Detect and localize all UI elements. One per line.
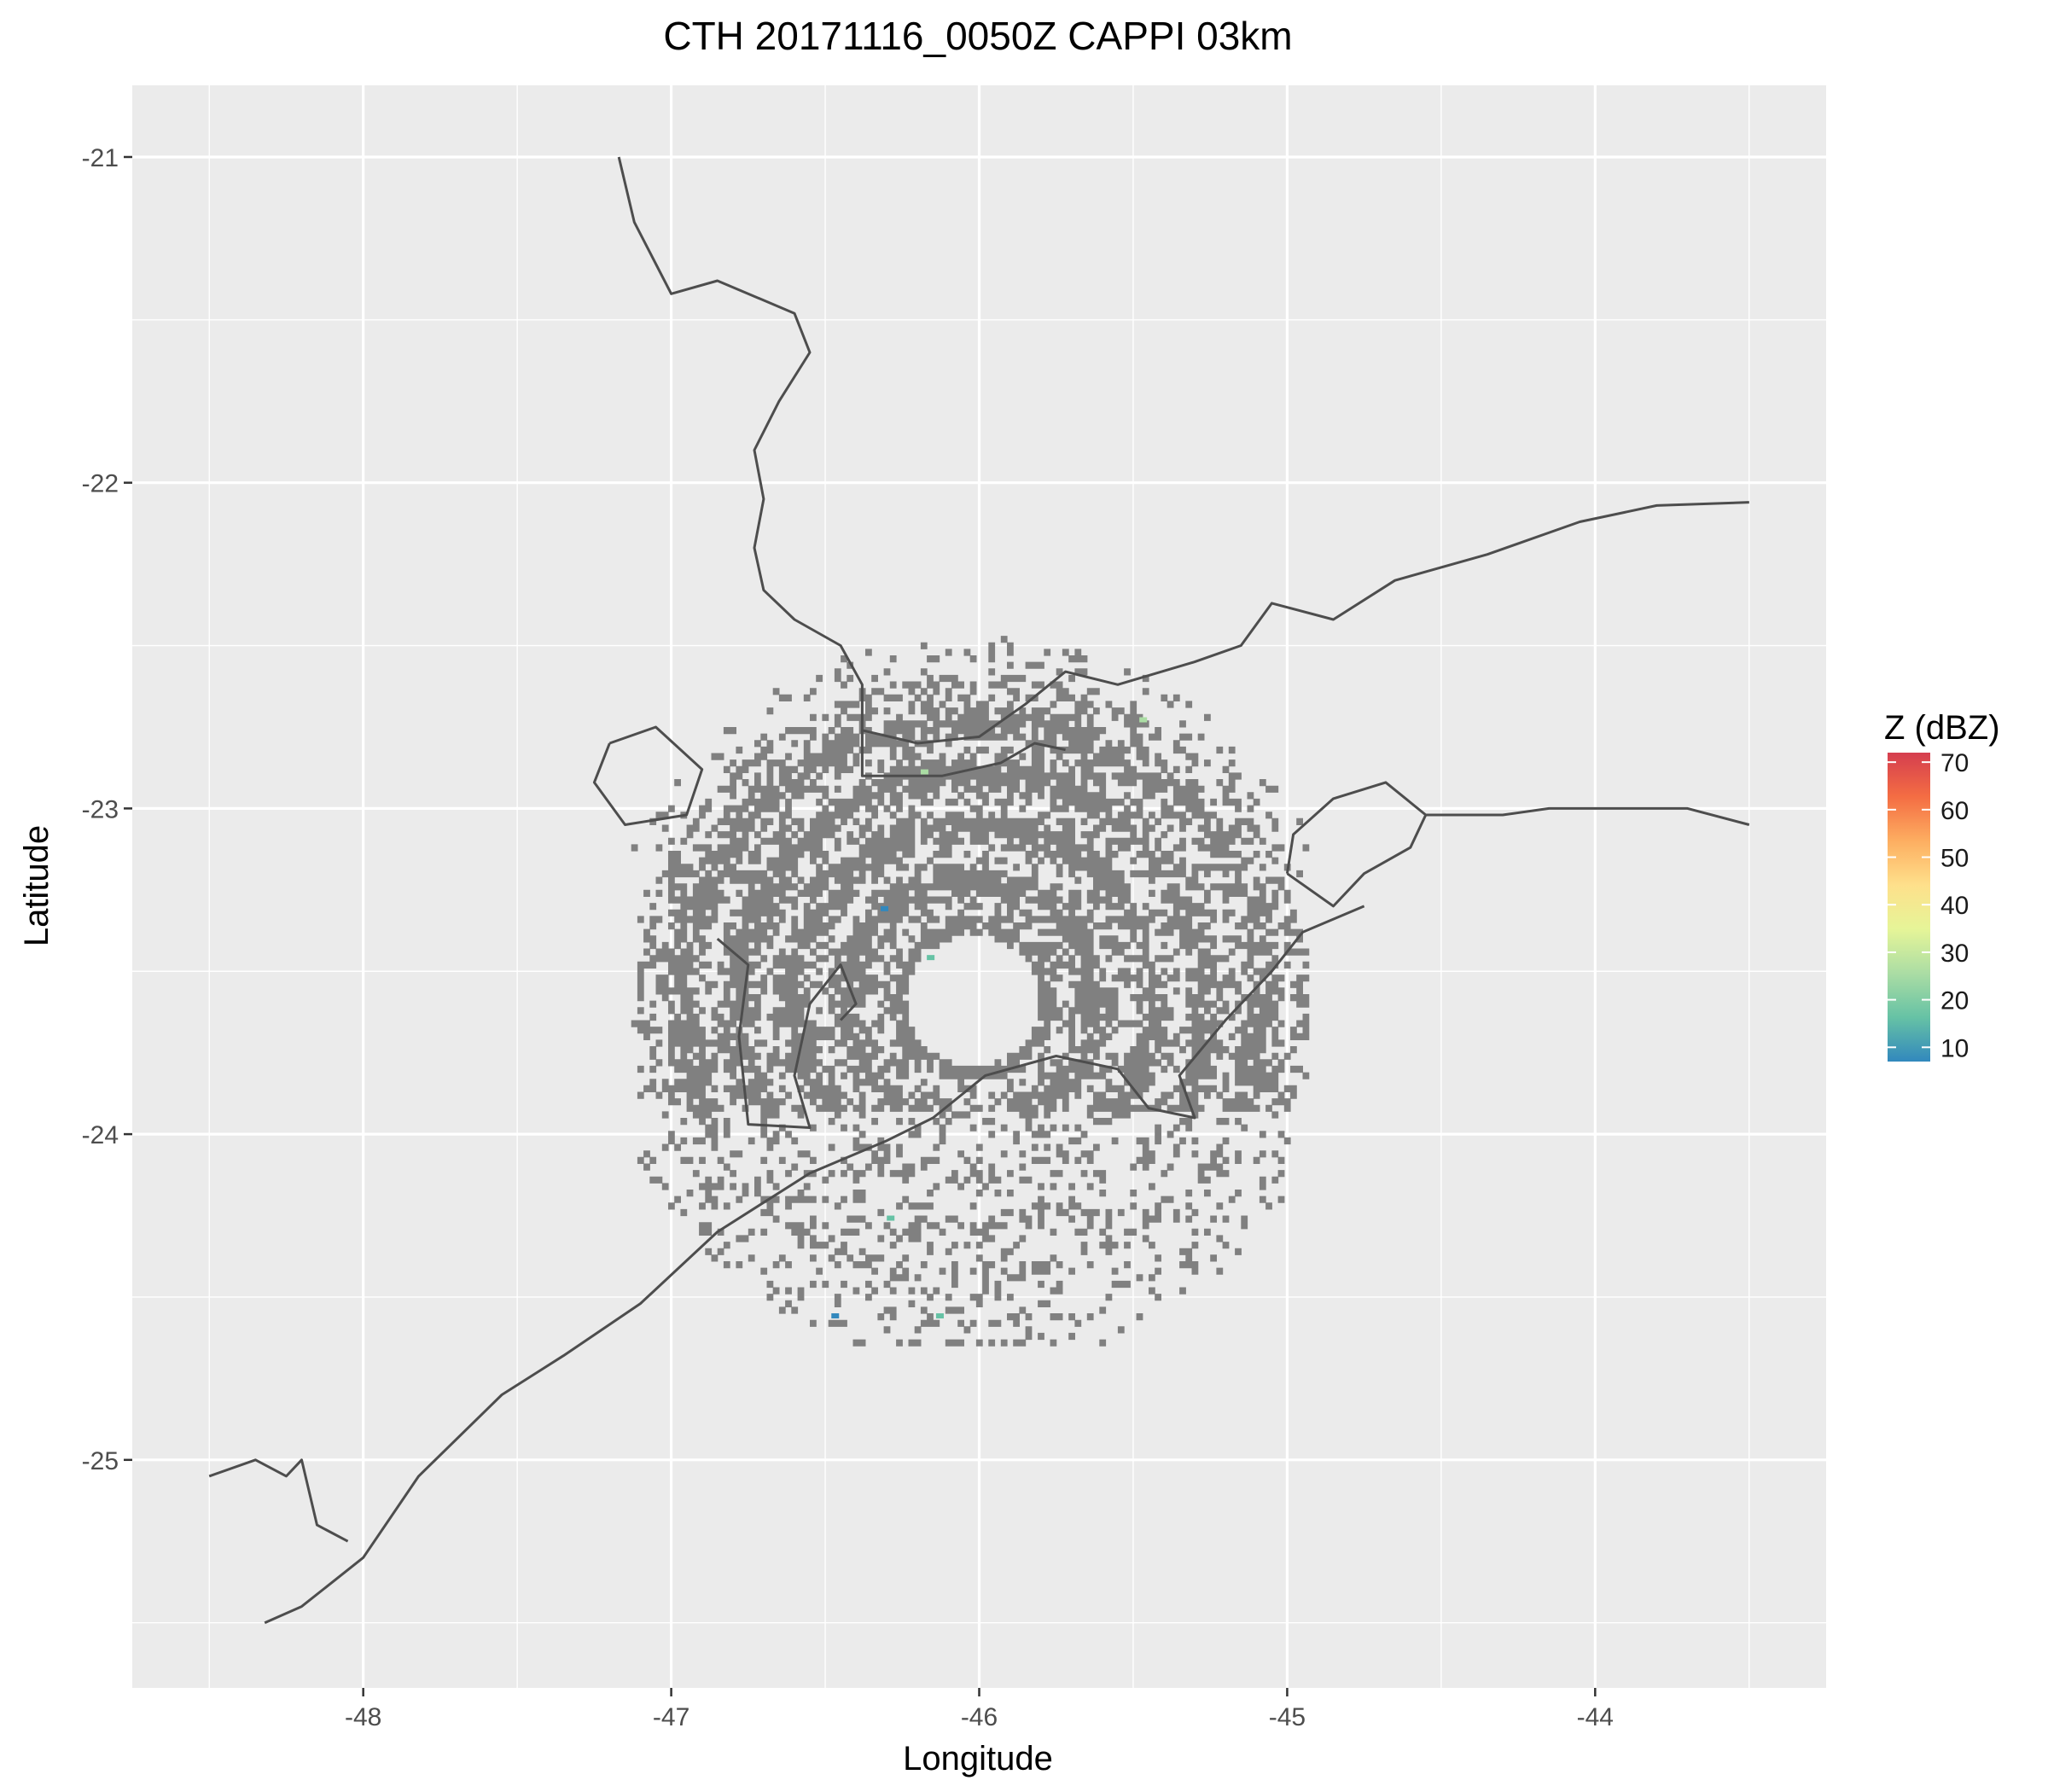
boundary-line — [592, 725, 704, 826]
y-tick-label: -24 — [82, 1121, 119, 1149]
echo-colored-pixel — [887, 1215, 895, 1221]
x-tick-label: -44 — [1577, 1703, 1614, 1731]
legend-label: 50 — [1940, 845, 1969, 873]
x-axis-title: Longitude — [903, 1740, 1053, 1777]
boundary-line — [1425, 806, 1750, 826]
echo-colored-pixel — [920, 769, 928, 775]
x-tick-label: -45 — [1269, 1703, 1306, 1731]
legend-label: 70 — [1940, 749, 1969, 777]
legend-label: 30 — [1940, 940, 1969, 968]
chart-title: CTH 20171116_0050Z CAPPI 03km — [663, 14, 1292, 58]
x-axis-ticks: -48 -47 -46 -45 -44 — [345, 1688, 1614, 1731]
echo-cells — [631, 636, 1310, 1347]
x-tick-label: -48 — [345, 1703, 381, 1731]
x-tick-label: -46 — [961, 1703, 998, 1731]
boundary-line — [860, 730, 1066, 777]
legend-label: 20 — [1940, 987, 1969, 1015]
x-tick-label: -47 — [653, 1703, 689, 1731]
legend-ticks: 70 60 50 40 30 20 10 — [1888, 749, 1969, 1062]
legend: Z (dBZ) 70 60 50 40 30 20 10 — [1884, 709, 2000, 1062]
y-tick-label: -21 — [82, 144, 119, 172]
boundary-line — [264, 905, 1365, 1625]
echo-colored-pixel — [935, 1313, 944, 1319]
echo-colored-pixel — [881, 905, 889, 911]
echo-colored-pixel — [1139, 717, 1148, 723]
y-axis-title: Latitude — [18, 825, 55, 946]
legend-colorbar — [1888, 753, 1930, 1062]
legend-label: 40 — [1940, 892, 1969, 920]
y-tick-label: -22 — [82, 470, 119, 498]
echo-colored-pixel — [927, 955, 935, 961]
y-tick-label: -23 — [82, 795, 119, 823]
boundary-lines — [208, 156, 1750, 1625]
y-tick-label: -25 — [82, 1447, 119, 1475]
legend-label: 10 — [1940, 1034, 1969, 1062]
radar-echo-layer — [631, 636, 1310, 1347]
y-axis-ticks: -25 -24 -23 -22 -21 — [82, 144, 132, 1475]
legend-title: Z (dBZ) — [1884, 709, 2000, 747]
boundary-line — [208, 1458, 349, 1543]
echo-colored-pixel — [831, 1313, 840, 1319]
boundary-line — [716, 937, 858, 1129]
legend-label: 60 — [1940, 797, 1969, 825]
